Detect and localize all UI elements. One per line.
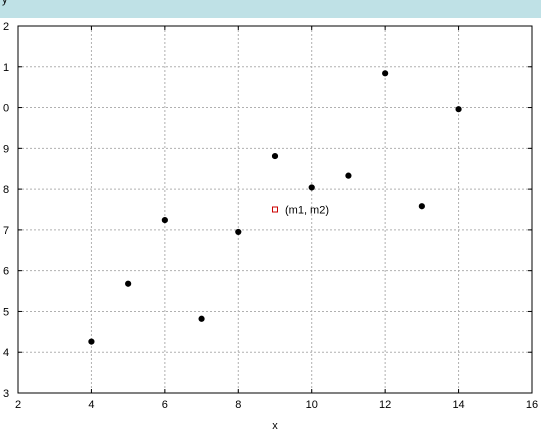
y-tick-label: 1 (3, 62, 9, 74)
data-point (418, 203, 425, 210)
mean-point-label: (m1, m2) (285, 205, 329, 217)
data-point (308, 184, 315, 191)
x-tick-label: 16 (526, 399, 538, 411)
mean-point-marker (272, 206, 278, 213)
y-tick-label: 4 (3, 347, 9, 359)
x-tick-label: 4 (88, 399, 94, 411)
x-tick-label: 6 (162, 399, 168, 411)
data-point (88, 338, 95, 345)
x-tick-label: 8 (235, 399, 241, 411)
plot-panel: 2 4 6 8 10 12 14 16 3 4 5 6 7 8 9 0 1 2 (m1, m2) x (0, 18, 541, 436)
grid-lines (18, 26, 532, 393)
data-point (345, 172, 352, 179)
x-tick-label: 10 (306, 399, 318, 411)
plot-frame (17, 25, 533, 394)
x-tick-label: 12 (379, 399, 391, 411)
data-point (455, 106, 462, 113)
top-fragment-text: y (2, 0, 8, 6)
data-point (382, 70, 389, 77)
data-point (161, 217, 168, 224)
x-tick-label: 2 (15, 399, 21, 411)
y-tick-label: 9 (3, 143, 9, 155)
y-tick-label: 5 (3, 306, 9, 318)
y-tick-label: 8 (3, 184, 9, 196)
data-point (235, 228, 242, 236)
y-tick-label: 3 (3, 388, 9, 400)
y-tick-label: 6 (3, 266, 9, 278)
y-tick-label: 0 (3, 103, 9, 115)
y-tick-label: 7 (3, 225, 9, 237)
x-tick-label: 14 (452, 399, 464, 411)
axis-ticks (17, 25, 533, 394)
y-tick-label: 2 (3, 21, 9, 33)
plot-border (17, 25, 533, 394)
data-point (198, 315, 205, 322)
data-point (271, 152, 279, 160)
data-points (88, 70, 462, 345)
data-point (125, 280, 132, 287)
annotations: (m1, m2) (272, 205, 329, 217)
x-axis-label: x (272, 420, 278, 432)
